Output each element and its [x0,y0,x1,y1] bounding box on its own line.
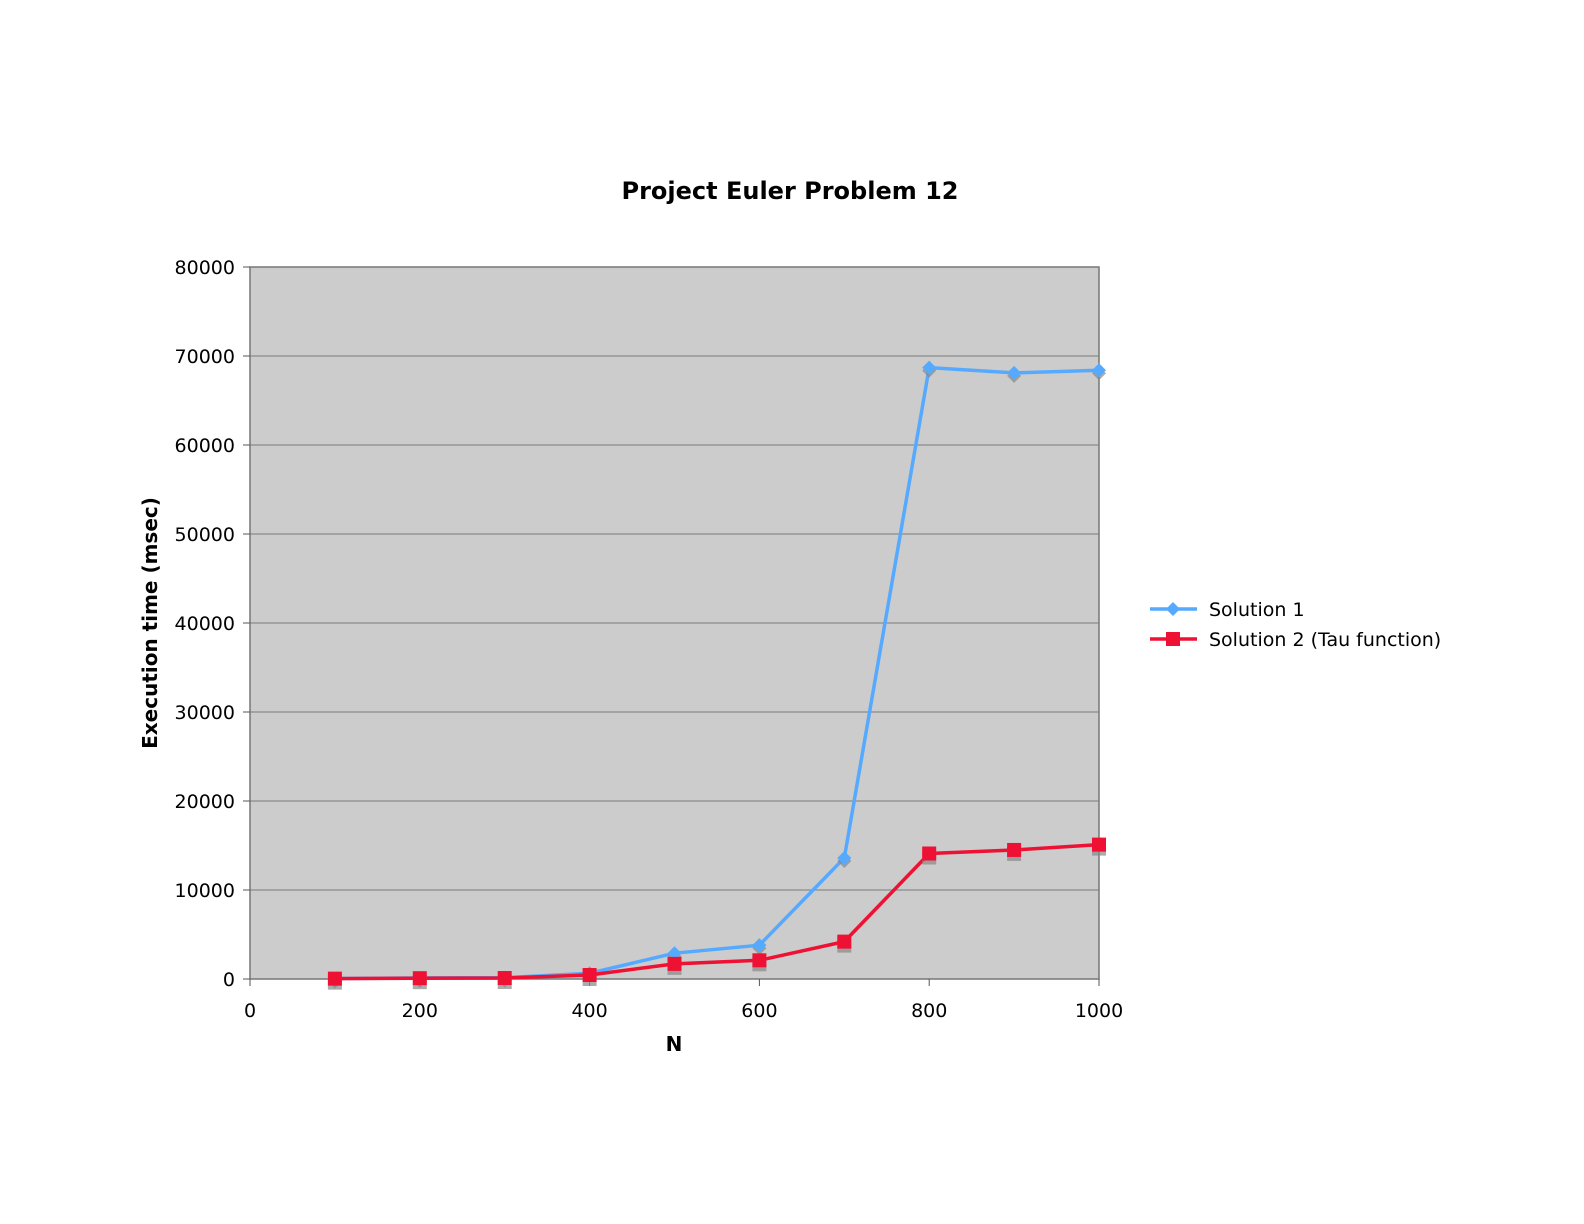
legend-marker [1166,632,1180,646]
y-axis-ticks: 0 10000 20000 30000 40000 50000 60000 70000 8000… [175,257,250,991]
chart-title: Project Euler Problem 12 [621,177,958,205]
legend-item-2: Solution 2 (Tau function) [1150,629,1441,651]
series-2-point [327,971,342,986]
series-2-point [922,846,937,861]
series-2-point [1092,837,1106,852]
y-tick-label: 40000 [175,613,235,635]
x-tick-label: 400 [571,1000,607,1022]
y-tick-label: 0 [223,969,235,991]
y-tick-label: 60000 [175,435,235,457]
series-2-point [497,971,512,986]
x-axis-ticks: 0 200 400 600 800 1000 [244,979,1123,1022]
series-1-point [837,850,852,865]
x-tick-label: 200 [402,1000,438,1022]
y-tick-label: 20000 [175,791,235,813]
series-2-point [752,953,767,968]
series-1-point [922,360,937,375]
x-tick-label: 600 [741,1000,777,1022]
series-2-point [837,934,852,949]
y-tick-label: 30000 [175,702,235,724]
y-tick-label: 10000 [175,880,235,902]
y-axis-label: Execution time (msec) [138,497,162,749]
series-layer [327,360,1106,990]
series-2-point [412,971,427,986]
x-axis-label: N [666,1032,683,1056]
series-2 [327,837,1106,990]
legend-item-1: Solution 1 [1150,599,1305,621]
series-2-point [1007,842,1022,857]
legend-label: Solution 1 [1209,599,1305,621]
x-tick-label: 800 [911,1000,947,1022]
legend-label: Solution 2 (Tau function) [1209,629,1441,651]
legend: Solution 1 Solution 2 (Tau function) [1150,599,1441,651]
series-1-point [752,938,767,953]
y-tick-label: 70000 [175,346,235,368]
legend-marker [1166,602,1180,616]
series-1-point [1007,365,1022,380]
series-2-point [582,967,597,982]
y-tick-label: 80000 [175,257,235,279]
series-2-line [334,842,1100,981]
series-1-point [1092,363,1106,378]
y-tick-label: 50000 [175,524,235,546]
series-2-point [667,956,682,971]
grid-lines [250,355,1099,891]
x-tick-label: 1000 [1075,1000,1123,1022]
series-1-point [667,946,682,961]
x-tick-label: 0 [244,1000,256,1022]
